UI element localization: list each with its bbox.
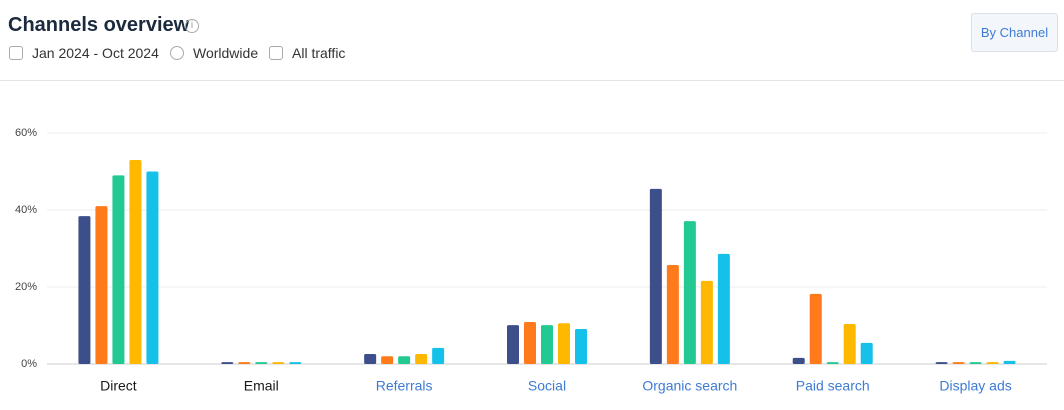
date-range: Jan 2024 - Oct 2024 bbox=[32, 45, 159, 61]
bar bbox=[666, 265, 679, 364]
bar bbox=[221, 362, 234, 364]
x-tick-label[interactable]: Referrals bbox=[376, 378, 433, 394]
x-tick-label: Email bbox=[244, 378, 279, 394]
bar bbox=[683, 221, 696, 364]
calendar-icon bbox=[9, 46, 23, 60]
y-tick-label: 0% bbox=[21, 358, 37, 370]
bar bbox=[575, 328, 587, 364]
y-tick-label: 20% bbox=[15, 281, 37, 293]
bar bbox=[860, 342, 873, 364]
bar bbox=[809, 293, 822, 364]
y-tick-label: 60% bbox=[15, 127, 37, 139]
bar bbox=[843, 323, 856, 364]
bar bbox=[1003, 360, 1016, 364]
bar bbox=[935, 362, 948, 364]
region: Worldwide bbox=[193, 45, 259, 61]
bar bbox=[792, 357, 805, 364]
bar bbox=[558, 323, 570, 364]
bar bbox=[952, 362, 965, 364]
bar bbox=[364, 353, 377, 364]
divider bbox=[0, 80, 1064, 81]
by-channel-button[interactable]: By Channel bbox=[971, 13, 1058, 52]
globe-icon bbox=[170, 46, 184, 60]
x-tick-label[interactable]: Social bbox=[528, 378, 566, 394]
bar bbox=[255, 362, 268, 364]
bar bbox=[415, 353, 428, 364]
traffic-icon bbox=[269, 46, 283, 60]
x-tick-label: Direct bbox=[100, 378, 137, 394]
bar bbox=[541, 325, 553, 364]
info-icon[interactable]: i bbox=[185, 19, 199, 33]
bar bbox=[398, 356, 411, 364]
bar bbox=[238, 362, 251, 364]
bar bbox=[969, 362, 982, 364]
x-tick-label[interactable]: Display ads bbox=[939, 378, 1011, 394]
bar bbox=[272, 362, 285, 364]
bar bbox=[381, 356, 394, 364]
traffic: All traffic bbox=[292, 45, 346, 61]
bar bbox=[700, 280, 713, 364]
bar bbox=[112, 175, 125, 364]
bar bbox=[649, 188, 662, 364]
bar bbox=[78, 216, 91, 364]
bar bbox=[146, 171, 159, 364]
bar bbox=[717, 253, 730, 364]
bar bbox=[95, 206, 108, 364]
bar bbox=[129, 159, 142, 364]
title: Channels overview bbox=[8, 14, 190, 36]
x-tick-label[interactable]: Paid search bbox=[796, 378, 870, 394]
x-tick-label[interactable]: Organic search bbox=[642, 378, 737, 394]
bar bbox=[986, 362, 999, 364]
bar bbox=[826, 362, 839, 364]
bar bbox=[432, 347, 445, 364]
bar bbox=[507, 325, 519, 364]
y-tick-label: 40% bbox=[15, 204, 37, 216]
bar bbox=[524, 322, 536, 364]
bar bbox=[289, 362, 302, 364]
